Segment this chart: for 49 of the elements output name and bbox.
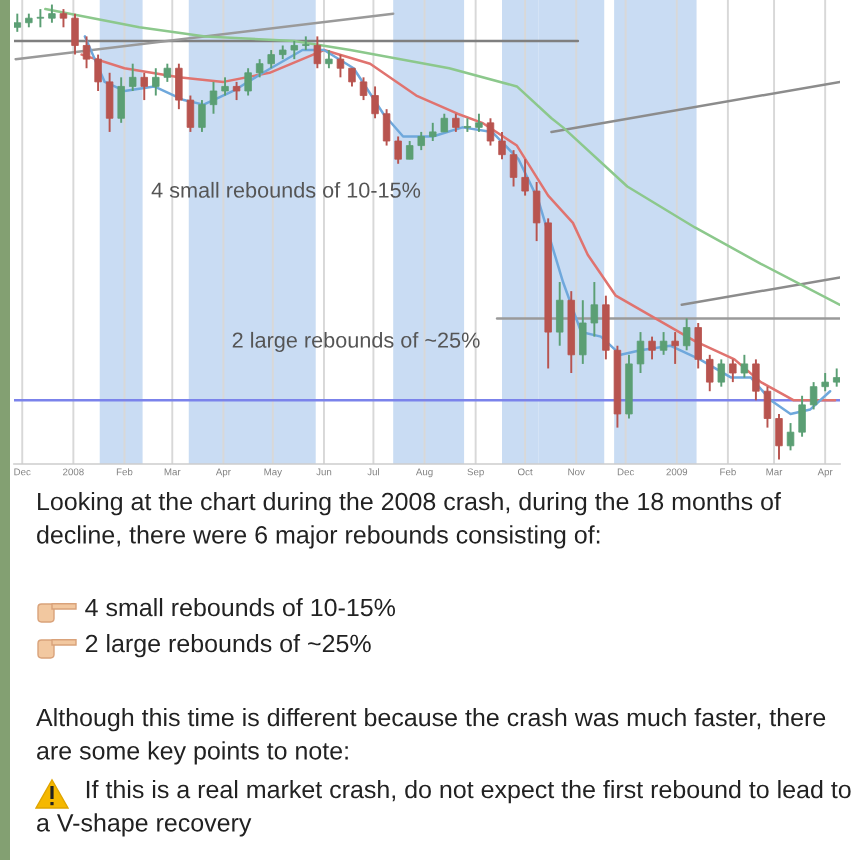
candlestick: [740, 353, 749, 379]
candlestick: [636, 331, 645, 374]
text: Looking at the chart during the 2008 crash, during the 18 months of decline, there were 6 major rebounds consisting of:: [37, 492, 781, 549]
text: Although this time is different because the crash was much faster, there are some key points to note:: [36, 708, 826, 765]
candlestick: [71, 12, 79, 56]
candlestick: [221, 76, 229, 97]
candlestick: [128, 62, 137, 92]
candlestick: [694, 322, 702, 370]
candlestick: [775, 412, 783, 461]
candlestick: [232, 80, 241, 102]
candlestick: [198, 99, 206, 133]
candlestick: [786, 422, 795, 452]
candlestick: [682, 317, 691, 352]
candlestick: [336, 53, 345, 79]
candlestick: [94, 53, 102, 92]
candlestick: [313, 35, 322, 70]
text: 4 small rebounds of 10-15%: [85, 598, 396, 617]
candlestick: [475, 112, 483, 133]
annotation: 2 large rebounds of ~25%: [232, 331, 480, 353]
candlestick: [706, 353, 714, 393]
candlestick: [82, 35, 91, 70]
candlestick: [140, 71, 148, 102]
candlestick: [648, 335, 656, 361]
candlestick: [486, 117, 495, 147]
candlestick: [832, 367, 840, 388]
candlestick: [798, 394, 806, 438]
candlestick: [48, 3, 56, 24]
candlestick: [659, 331, 668, 356]
annotation: 4 small rebounds of 10-15%: [151, 181, 421, 198]
candlestick: [717, 358, 726, 388]
candlestick: [729, 358, 737, 384]
candlestick: [209, 80, 218, 115]
candlestick: [244, 67, 252, 97]
text: If this is a real market crash, do not expect the first rebound to lead to a V-shape recovery: [37, 780, 851, 837]
candlestick: [325, 49, 333, 70]
candlestick: [763, 385, 772, 429]
candlestick: [105, 71, 114, 133]
candlestick: [752, 358, 760, 402]
candlestick: [671, 331, 679, 365]
candlestick: [359, 76, 368, 102]
candlestick: [117, 76, 125, 124]
candlestick: [348, 67, 356, 88]
candlestick: [452, 112, 460, 133]
candlestick: [371, 85, 379, 120]
candlestick: [59, 8, 68, 29]
candlestick: [14, 12, 22, 33]
candlestick: [556, 281, 564, 347]
candlestick: [498, 130, 506, 161]
text: 2 large rebounds of ~25%: [85, 634, 371, 658]
